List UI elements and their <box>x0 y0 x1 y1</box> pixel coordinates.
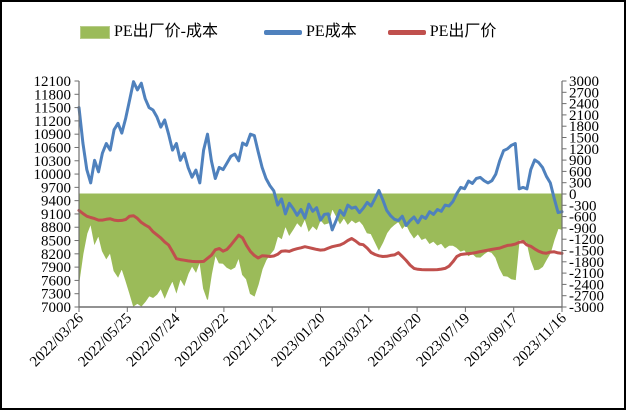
svg-text:2400: 2400 <box>569 97 599 113</box>
svg-text:9100: 9100 <box>41 207 71 223</box>
svg-text:-1500: -1500 <box>569 244 604 260</box>
svg-text:9700: 9700 <box>41 180 71 196</box>
pe-factory-price-line <box>77 208 564 272</box>
svg-text:1800: 1800 <box>569 119 599 135</box>
svg-text:-1200: -1200 <box>569 232 604 248</box>
svg-text:-2400: -2400 <box>569 277 604 293</box>
svg-text:0: 0 <box>569 187 577 203</box>
svg-text:10900: 10900 <box>34 127 72 143</box>
svg-text:10000: 10000 <box>34 167 72 183</box>
left-axis-labels: 1210011800115001120010900106001030010000… <box>34 74 79 316</box>
legend-label-price: PE出厂价 <box>429 23 497 40</box>
svg-text:7000: 7000 <box>41 300 71 316</box>
svg-text:-2100: -2100 <box>569 266 604 282</box>
area-swatch-icon <box>80 25 110 39</box>
svg-text:10300: 10300 <box>34 154 72 170</box>
svg-text:2100: 2100 <box>569 108 599 124</box>
svg-text:3000: 3000 <box>569 74 599 90</box>
svg-text:12100: 12100 <box>34 74 72 90</box>
svg-text:1200: 1200 <box>569 142 599 158</box>
x-axis-labels: 2022/03/262022/05/252022/07/242022/09/22… <box>27 307 570 370</box>
svg-text:300: 300 <box>569 176 592 192</box>
svg-text:900: 900 <box>569 153 592 169</box>
legend-label-cost: PE成本 <box>306 23 357 40</box>
svg-text:-3000: -3000 <box>569 300 604 316</box>
svg-text:-600: -600 <box>569 210 597 226</box>
right-axis-labels: 30002700240021001800150012009006003000-3… <box>562 74 604 316</box>
svg-text:8200: 8200 <box>41 247 71 263</box>
svg-text:8500: 8500 <box>41 234 71 250</box>
svg-text:7600: 7600 <box>41 273 71 289</box>
svg-text:-900: -900 <box>569 221 597 237</box>
chart-legend: PE出厂价-成本 PE成本 PE出厂价 <box>80 24 496 40</box>
svg-text:7300: 7300 <box>41 287 71 303</box>
pe-cost-line <box>77 80 564 232</box>
svg-text:8800: 8800 <box>41 220 71 236</box>
svg-text:11200: 11200 <box>34 114 71 130</box>
svg-text:1500: 1500 <box>569 131 599 147</box>
legend-label-spread: PE出厂价-成本 <box>114 23 219 40</box>
svg-text:2700: 2700 <box>569 85 599 101</box>
svg-text:2023/11/16: 2023/11/16 <box>511 310 571 370</box>
svg-text:11500: 11500 <box>34 101 71 117</box>
svg-text:600: 600 <box>569 164 592 180</box>
svg-text:9400: 9400 <box>41 194 71 210</box>
legend-item-price: PE出厂价 <box>387 23 497 40</box>
line-swatch-icon <box>264 29 303 35</box>
svg-text:11800: 11800 <box>34 87 71 103</box>
svg-text:-2700: -2700 <box>569 289 604 305</box>
svg-text:10600: 10600 <box>34 140 72 156</box>
legend-item-spread: PE出厂价-成本 <box>80 24 218 40</box>
line-swatch-icon <box>387 29 426 35</box>
svg-text:-1800: -1800 <box>569 255 604 271</box>
svg-text:-300: -300 <box>569 198 597 214</box>
svg-text:7900: 7900 <box>41 260 71 276</box>
legend-item-cost: PE成本 <box>264 24 357 40</box>
